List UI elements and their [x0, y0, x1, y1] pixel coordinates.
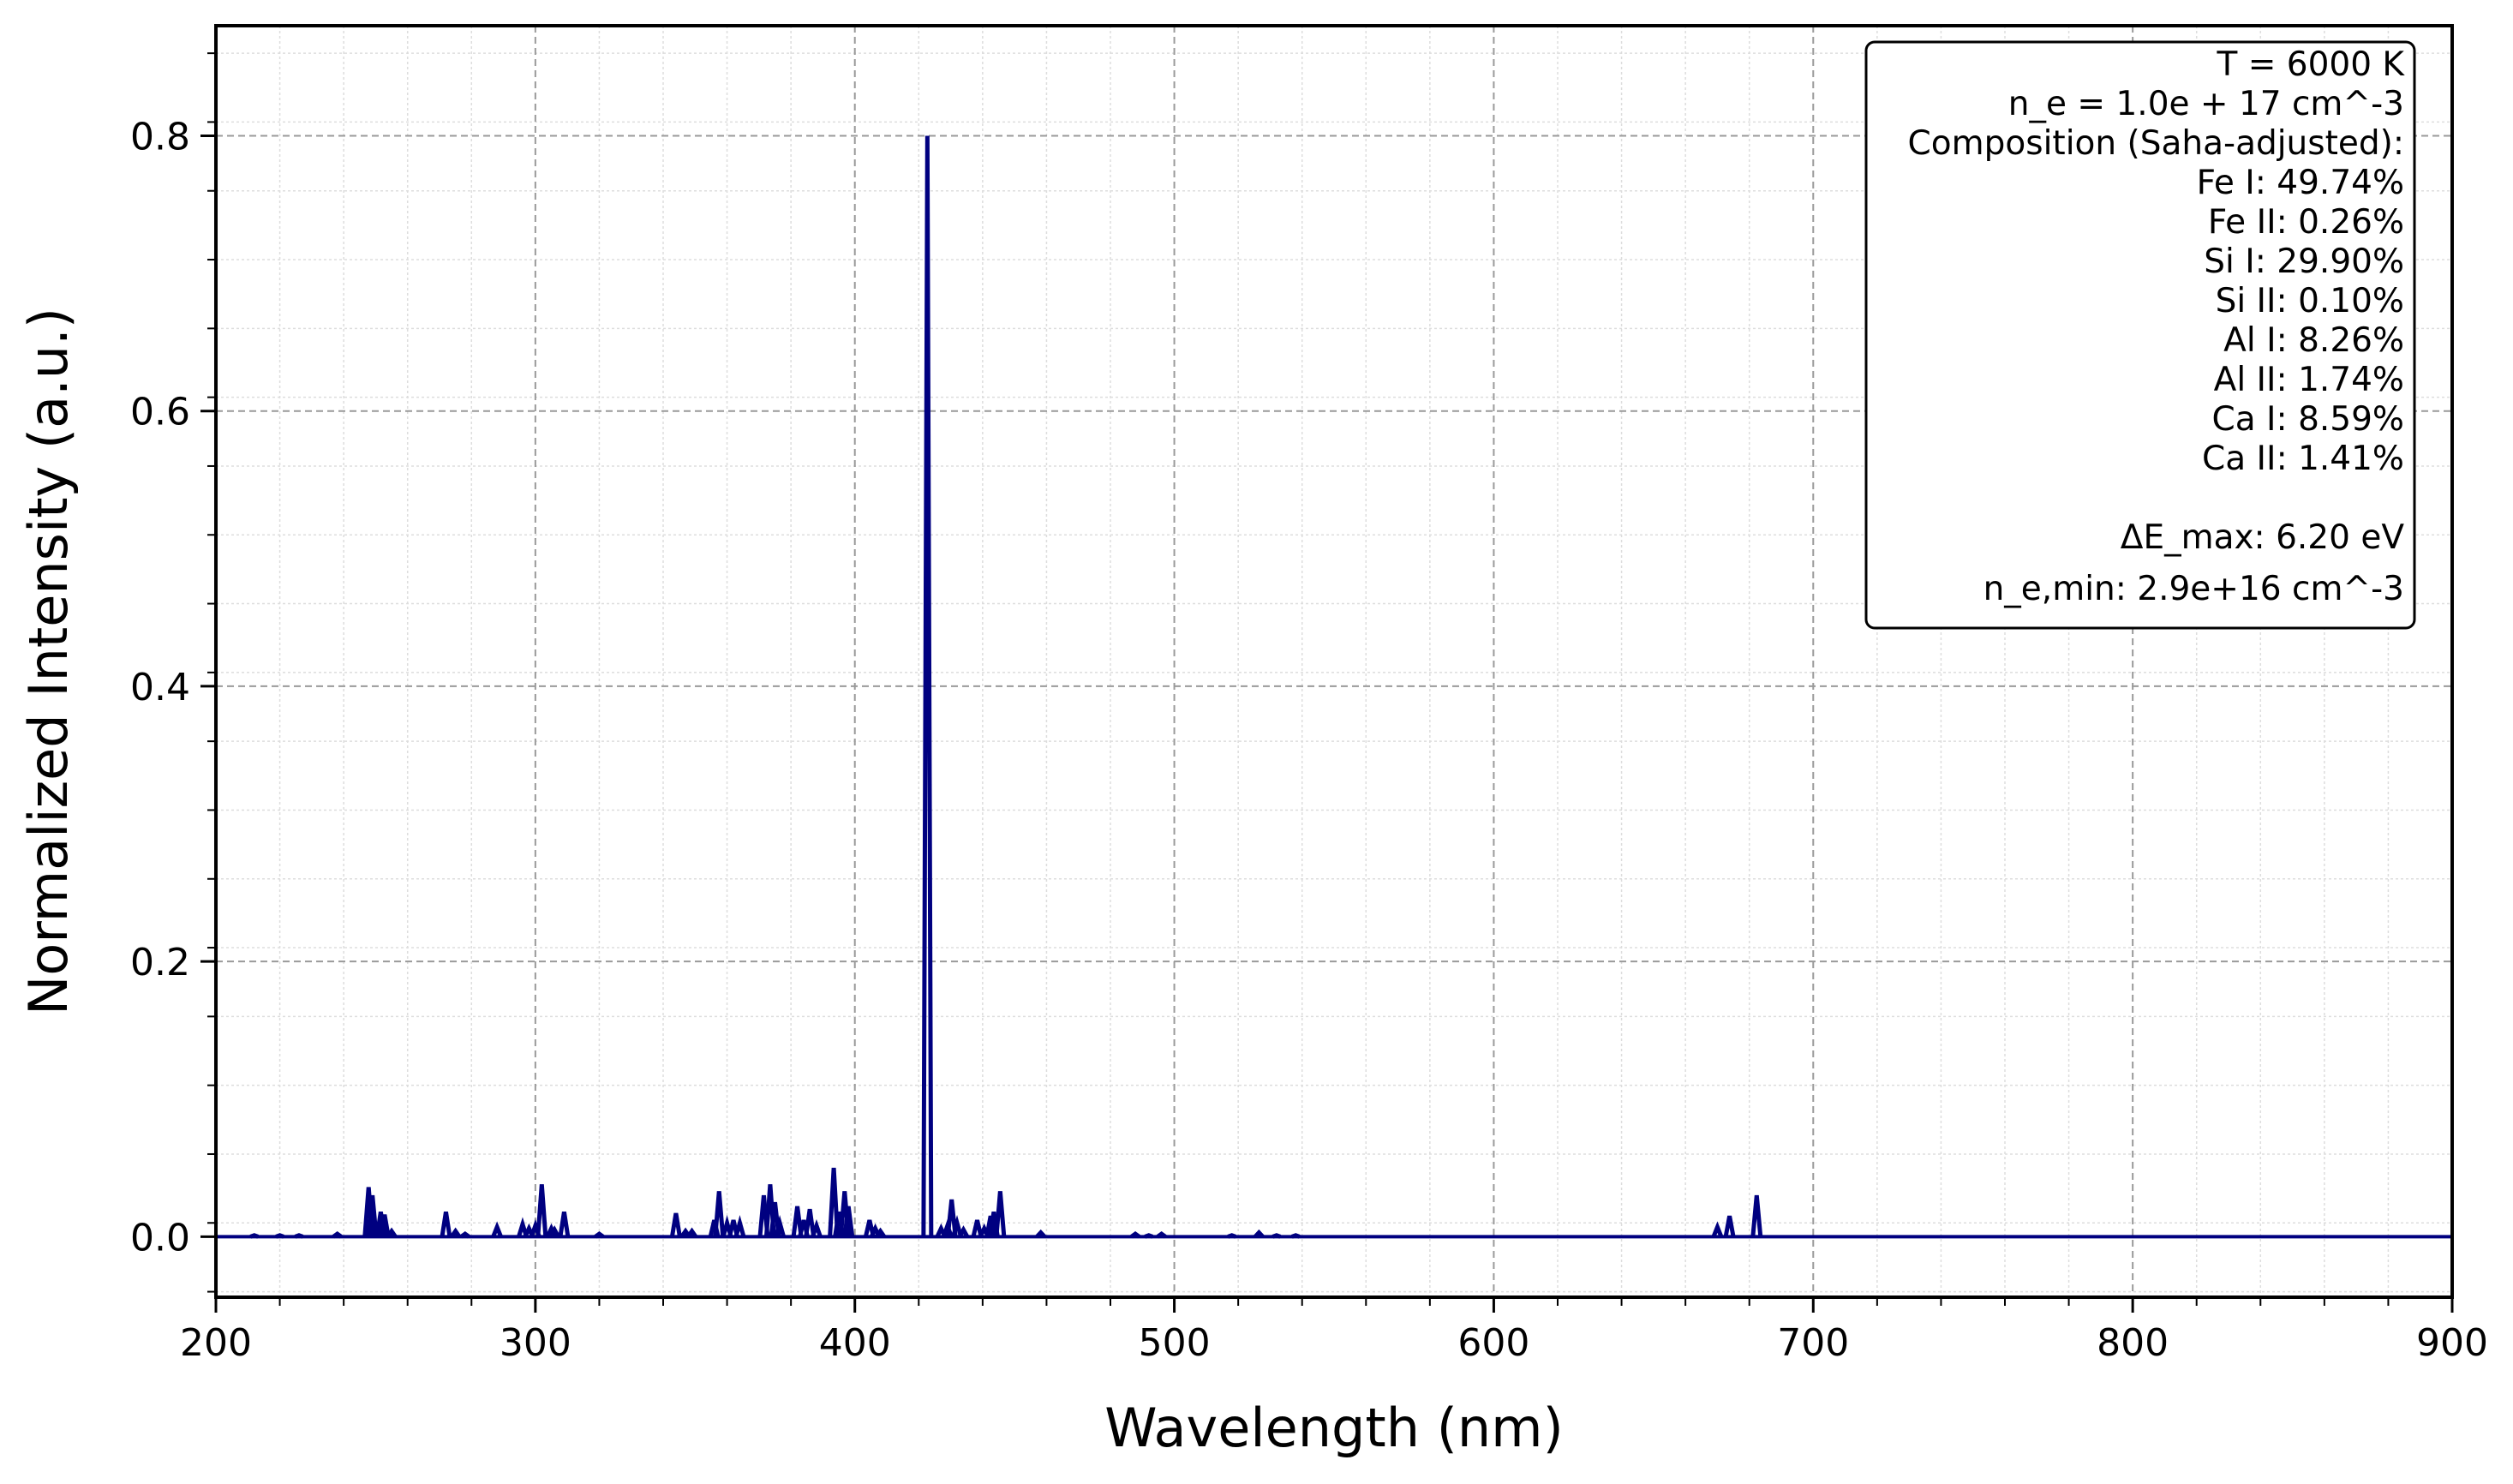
plot-frame — [214, 24, 2454, 1299]
spectrum-peak — [828, 1167, 841, 1237]
spectrum-peak — [275, 1233, 284, 1239]
legend-ca-i: Ca I: 8.59% — [2212, 400, 2404, 439]
legend-electron-density: n_e = 1.0e + 17 cm^-3 — [2008, 85, 2404, 123]
x-axis-ticks: 200 300 400 500 600 700 800 900 — [180, 1297, 2488, 1365]
spectrum-peak — [1227, 1233, 1237, 1239]
spectrum-peak — [713, 1191, 726, 1237]
spectrum-peak — [686, 1227, 698, 1238]
spectrum-peak — [804, 1208, 817, 1237]
legend-delta-e-max: ΔE_max: 6.20 eV — [2121, 518, 2405, 557]
spectrum-peak — [332, 1231, 343, 1239]
legend-si-ii: Si II: 0.10% — [2216, 282, 2404, 320]
legend-composition-title: Composition (Saha-adjusted): — [1908, 124, 2404, 163]
legend-ne-min: n_e,min: 2.9e+16 cm^-3 — [1983, 570, 2404, 608]
spectrum-peak — [1130, 1231, 1141, 1239]
spectrum-peak — [791, 1206, 804, 1237]
minor-grid — [216, 26, 2452, 1297]
legend-al-ii: Al II: 1.74% — [2214, 361, 2404, 399]
legend-box — [1864, 40, 2416, 630]
legend-al-i: Al I: 8.26% — [2223, 321, 2404, 360]
legend-fe-ii: Fe II: 0.26% — [2208, 203, 2404, 242]
legend-temperature: T = 6000 K — [2216, 45, 2405, 84]
y-tick-label: 0.0 — [130, 1216, 190, 1260]
y-axis-ticks: 0.0 0.2 0.4 0.6 0.8 — [130, 52, 216, 1293]
spectrum-peak — [558, 1212, 571, 1237]
x-tick-label: 600 — [1457, 1321, 1529, 1365]
spectrum-peak — [733, 1214, 746, 1238]
spectrum-peak — [536, 1184, 548, 1237]
spectrum-peak — [491, 1221, 503, 1238]
spectrum-peak — [386, 1227, 398, 1238]
y-tick-label: 0.4 — [130, 666, 190, 709]
spectrum-peak — [957, 1225, 970, 1238]
y-axis-label: Normalized Intensity (a.u.) — [17, 308, 80, 1015]
y-tick-label: 0.8 — [130, 115, 190, 159]
spectrum-peak — [1711, 1221, 1724, 1238]
spectrum-peak — [440, 1212, 452, 1237]
spectrum-peak — [1035, 1229, 1047, 1239]
y-tick-label: 0.6 — [130, 391, 190, 434]
spectrum-peak — [1254, 1229, 1265, 1239]
legend-fe-i: Fe I: 49.74% — [2197, 164, 2404, 202]
spectrum-peak — [366, 1194, 379, 1237]
x-tick-label: 300 — [500, 1321, 571, 1365]
x-tick-label: 700 — [1777, 1321, 1849, 1365]
spectrum-peak — [971, 1219, 984, 1237]
spectrum-peak — [459, 1231, 470, 1239]
spectrum-peak — [1271, 1233, 1282, 1239]
spectrum-peak — [378, 1214, 391, 1237]
x-axis-label: Wavelength (nm) — [1104, 1397, 1564, 1459]
y-tick-label: 0.2 — [130, 941, 190, 984]
spectrum-peak — [945, 1199, 958, 1237]
spectrum-peak — [249, 1233, 260, 1239]
spectrum-peak — [1156, 1231, 1167, 1239]
spectrum-series — [216, 135, 2452, 1239]
spectrum-peak — [1723, 1215, 1736, 1237]
x-tick-label: 900 — [2416, 1321, 2488, 1365]
spectrum-peak — [1750, 1194, 1763, 1237]
spectrum-peak — [548, 1225, 560, 1238]
spectrum-peak — [811, 1218, 823, 1238]
legend-si-i: Si I: 29.90% — [2204, 242, 2404, 281]
x-tick-label: 400 — [819, 1321, 891, 1365]
spectrum-peak — [774, 1214, 786, 1238]
legend-ca-ii: Ca II: 1.41% — [2202, 440, 2404, 478]
info-legend: T = 6000 K n_e = 1.0e + 17 cm^-3 Composi… — [1864, 40, 2416, 630]
spectrum-peak — [994, 1191, 1007, 1237]
spectrum-peak — [951, 1214, 963, 1238]
spectrum-peak — [842, 1206, 855, 1237]
spectrum-peak — [669, 1212, 682, 1237]
x-tick-label: 500 — [1139, 1321, 1211, 1365]
spectrum-peak — [594, 1231, 605, 1239]
x-tick-label: 800 — [2097, 1321, 2169, 1365]
spectrum-peak — [294, 1233, 304, 1239]
spectrum-peak — [1144, 1233, 1154, 1239]
spectrum-peak — [1290, 1233, 1301, 1239]
spectrum-peak — [921, 135, 934, 1237]
spectrum-peak — [875, 1227, 887, 1238]
spectrum-peak — [450, 1227, 462, 1238]
x-tick-label: 200 — [180, 1321, 252, 1365]
